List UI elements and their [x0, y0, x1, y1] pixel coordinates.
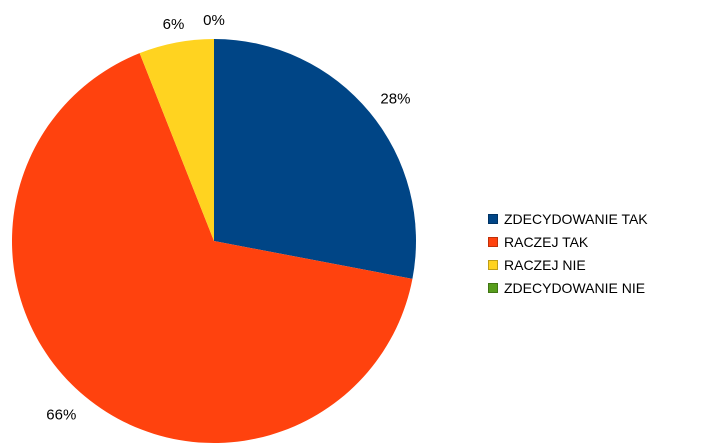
legend-item-zdecydowanie-nie: ZDECYDOWANIE NIE: [488, 276, 648, 299]
legend-swatch: [488, 282, 498, 293]
chart-legend: ZDECYDOWANIE TAK RACZEJ TAK RACZEJ NIE Z…: [488, 207, 648, 299]
legend-label: RACZEJ NIE: [504, 256, 586, 273]
legend-item-raczej-tak: RACZEJ TAK: [488, 230, 648, 253]
pie-slice-raczej-tak: [11, 53, 413, 444]
legend-swatch: [488, 213, 498, 224]
data-label-zdecydowanie-nie: 0%: [203, 12, 225, 29]
legend-item-raczej-nie: RACZEJ NIE: [488, 253, 648, 276]
data-label-raczej-tak: 66%: [46, 406, 76, 423]
legend-label: RACZEJ TAK: [504, 233, 589, 250]
data-label-zdecydowanie-tak: 28%: [380, 90, 410, 107]
legend-swatch: [488, 236, 498, 247]
pie-slice-zdecydowanie-tak: [214, 39, 416, 279]
legend-swatch: [488, 259, 498, 270]
legend-label: ZDECYDOWANIE TAK: [504, 210, 648, 227]
pie-slice-raczej-nie: [139, 39, 214, 241]
data-label-raczej-nie: 6%: [163, 16, 185, 33]
legend-item-zdecydowanie-tak: ZDECYDOWANIE TAK: [488, 207, 648, 230]
legend-label: ZDECYDOWANIE NIE: [504, 279, 646, 296]
